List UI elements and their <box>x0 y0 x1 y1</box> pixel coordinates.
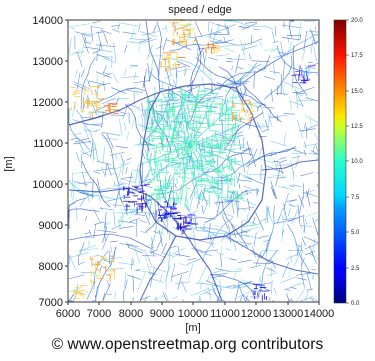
plot-title: speed / edge <box>168 4 232 16</box>
svg-text:10000: 10000 <box>178 308 209 320</box>
svg-text:6000: 6000 <box>56 308 80 320</box>
svg-text:7000: 7000 <box>39 297 63 309</box>
colorbar-tick-12.5: 12.5 <box>346 124 363 130</box>
svg-text:14000: 14000 <box>32 15 63 27</box>
svg-text:14000: 14000 <box>304 308 335 320</box>
svg-text:15.0: 15.0 <box>351 89 363 95</box>
y-tick-10000: 10000 <box>32 179 68 191</box>
svg-text:2.5: 2.5 <box>351 266 360 272</box>
x-tick-13000: 13000 <box>273 302 304 320</box>
svg-text:10000: 10000 <box>32 179 63 191</box>
x-tick-7000: 7000 <box>87 302 111 320</box>
svg-text:9000: 9000 <box>39 220 63 232</box>
x-tick-10000: 10000 <box>178 302 209 320</box>
colorbar-tick-5: 5.0 <box>346 230 360 236</box>
y-tick-12000: 12000 <box>32 97 68 109</box>
svg-text:0.0: 0.0 <box>351 301 360 307</box>
speed-hotspots <box>70 18 316 302</box>
y-tick-8000: 8000 <box>39 261 68 273</box>
svg-text:20.0: 20.0 <box>351 18 363 24</box>
map-area[interactable] <box>67 18 320 303</box>
x-tick-11000: 11000 <box>210 302 240 320</box>
x-tick-8000: 8000 <box>119 302 143 320</box>
y-tick-11000: 11000 <box>33 138 68 150</box>
x-axis: 6000 7000 8000 9000 10000 11000 12000 13… <box>56 302 335 334</box>
svg-text:7000: 7000 <box>87 308 111 320</box>
colorbar-tick-2.5: 2.5 <box>346 266 360 272</box>
svg-text:11000: 11000 <box>33 138 63 150</box>
x-tick-12000: 12000 <box>241 302 272 320</box>
svg-text:17.5: 17.5 <box>351 53 363 59</box>
y-tick-9000: 9000 <box>39 220 68 232</box>
y-tick-13000: 13000 <box>32 56 68 68</box>
x-tick-14000: 14000 <box>304 302 335 320</box>
colorbar-tick-20: 20.0 <box>346 18 363 24</box>
y-axis-label: [m] <box>3 156 15 171</box>
svg-text:12.5: 12.5 <box>351 124 363 130</box>
colorbar-tick-7.5: 7.5 <box>346 195 360 201</box>
svg-text:9000: 9000 <box>150 308 174 320</box>
x-axis-label: [m] <box>185 322 200 334</box>
colorbar-tick-10: 10.0 <box>346 159 363 165</box>
svg-text:8000: 8000 <box>119 308 143 320</box>
colorbar-tick-17.5: 17.5 <box>346 53 363 59</box>
svg-text:10.0: 10.0 <box>351 159 363 165</box>
svg-text:13000: 13000 <box>273 308 304 320</box>
colorbar-tick-15: 15.0 <box>346 89 363 95</box>
city-center-streets <box>134 85 246 211</box>
svg-text:13000: 13000 <box>32 56 63 68</box>
colorbar-gradient <box>333 19 347 304</box>
attribution-credit: © www.openstreetmap.org contributors <box>51 336 324 353</box>
y-tick-14000: 14000 <box>32 15 68 27</box>
svg-text:8000: 8000 <box>39 261 63 273</box>
svg-text:11000: 11000 <box>210 308 240 320</box>
y-axis: [m] 7000 8000 9000 10000 11000 12000 130… <box>3 15 68 309</box>
svg-text:12000: 12000 <box>32 97 63 109</box>
x-tick-9000: 9000 <box>150 302 174 320</box>
colorbar: 20.0 17.5 15.0 12.5 10.0 7.5 5.0 2.5 0.0 <box>333 18 363 307</box>
svg-text:7.5: 7.5 <box>351 195 360 201</box>
svg-text:5.0: 5.0 <box>351 230 360 236</box>
colorbar-tick-0: 0.0 <box>346 301 360 307</box>
x-tick-6000: 6000 <box>56 302 80 320</box>
svg-text:12000: 12000 <box>241 308 272 320</box>
